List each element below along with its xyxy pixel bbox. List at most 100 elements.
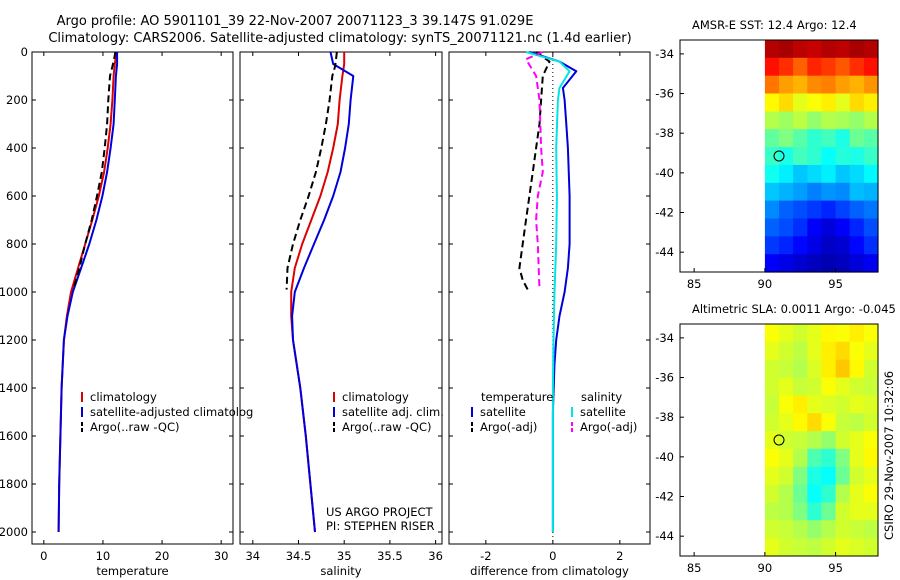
sst-map-heatmap-cell bbox=[863, 93, 879, 112]
sst-map-heatmap-cell bbox=[835, 57, 851, 77]
sla-map-heatmap-cell bbox=[849, 359, 865, 379]
sla-map-heatmap-cell bbox=[835, 538, 851, 557]
sst-map-heatmap-cell bbox=[779, 182, 794, 202]
sst-map-heatmap-cell bbox=[793, 164, 808, 184]
sst-map-heatmap-cell bbox=[779, 75, 794, 95]
sla-map-heatmap-cell bbox=[849, 538, 865, 557]
sla-map-heatmap-cell bbox=[779, 359, 794, 379]
sla-map-heatmap-cell bbox=[807, 466, 822, 486]
sla-map-argo-location-marker bbox=[773, 434, 785, 446]
sst-map-ytick-label: -34 bbox=[655, 47, 674, 61]
sla-map-heatmap-cell bbox=[821, 538, 837, 557]
sst-map-heatmap-cell bbox=[835, 254, 851, 273]
sla-map-heatmap-cell bbox=[835, 413, 851, 432]
sst-map-heatmap-cell bbox=[863, 147, 879, 166]
sst-map-heatmap-cell bbox=[793, 93, 808, 112]
sla-map-ytick-label: -44 bbox=[655, 529, 674, 543]
temperature-legend-label: climatology bbox=[90, 390, 157, 404]
sla-map-heatmap-cell bbox=[821, 377, 837, 396]
sla-map-heatmap-cell bbox=[807, 395, 822, 414]
salinity-legend-label: Argo(..raw -QC) bbox=[342, 420, 432, 434]
sst-map-heatmap-cell bbox=[863, 111, 879, 130]
sla-map-heatmap-cell bbox=[793, 359, 808, 379]
salinity-xtick-label: 35 bbox=[337, 549, 352, 563]
salinity-xtick-label: 35.5 bbox=[377, 549, 403, 563]
difference-xtick-label: -2 bbox=[480, 549, 491, 563]
sst-map-ytick-label: -44 bbox=[655, 245, 674, 259]
sst-map-heatmap-cell bbox=[764, 182, 780, 202]
sst-map-heatmap-cell bbox=[849, 147, 865, 166]
sst-map-argo-location-marker bbox=[773, 150, 785, 162]
sst-map-heatmap-cell bbox=[793, 218, 808, 237]
sla-map-heatmap-cell bbox=[835, 341, 851, 361]
sla-map-heatmap-cell bbox=[793, 324, 808, 343]
temperature-ytick-label: 600 bbox=[6, 189, 28, 203]
figure-title-line1: Argo profile: AO 5901101_39 22-Nov-2007 … bbox=[57, 14, 534, 29]
sla-map-heatmap-cell bbox=[821, 395, 837, 414]
sla-map-heatmap-cell bbox=[807, 324, 822, 343]
sla-map-heatmap-cell bbox=[764, 484, 780, 503]
temperature-series-satellite-adjusted-climatolog bbox=[57, 52, 119, 533]
temperature-legend-label: Argo(..raw -QC) bbox=[90, 420, 180, 434]
sla-map-heatmap-cell bbox=[835, 448, 851, 468]
sla-map-heatmap-cell bbox=[764, 341, 780, 361]
sst-map-heatmap-cell bbox=[849, 200, 865, 219]
sla-map-heatmap-cell bbox=[835, 502, 851, 521]
sst-map-heatmap-cell bbox=[835, 40, 851, 59]
sla-map-heatmap-cell bbox=[764, 466, 780, 486]
salinity-legend-label: satellite adj. clim. bbox=[342, 405, 444, 419]
sla-map-heatmap-cell bbox=[835, 520, 851, 539]
sst-map-heatmap-cell bbox=[807, 129, 822, 148]
sst-map-xtick-label: 95 bbox=[828, 277, 843, 291]
sla-map-heatmap-cell bbox=[863, 448, 879, 468]
sla-map-heatmap-cell bbox=[793, 520, 808, 539]
difference-legend-label: Argo(-adj) bbox=[480, 420, 537, 434]
sla-map-heatmap-cell bbox=[764, 520, 780, 539]
sla-map-heatmap-cell bbox=[807, 484, 822, 503]
credit-line2: PI: STEPHEN RISER bbox=[326, 519, 435, 533]
sst-map-heatmap-cell bbox=[863, 254, 879, 273]
sla-map-heatmap-cell bbox=[807, 359, 822, 379]
temperature-ytick-label: 1400 bbox=[0, 381, 28, 395]
sst-map-heatmap-cell bbox=[779, 254, 794, 273]
sla-map-heatmap-cell bbox=[835, 377, 851, 396]
sst-map-heatmap-cell bbox=[807, 40, 822, 59]
temperature-ytick-label: 1600 bbox=[0, 429, 28, 443]
sst-map-heatmap-cell bbox=[821, 200, 837, 219]
sst-map-heatmap-cell bbox=[849, 218, 865, 237]
sla-map-heatmap-cell bbox=[863, 538, 879, 557]
sst-map-heatmap-cell bbox=[764, 93, 780, 112]
sst-map-heatmap-cell bbox=[807, 147, 822, 166]
sla-map-heatmap-cell bbox=[793, 395, 808, 414]
sst-map-heatmap-cell bbox=[863, 182, 879, 202]
sla-map-heatmap-cell bbox=[793, 484, 808, 503]
sst-map-heatmap-cell bbox=[849, 40, 865, 59]
sla-map-axes-frame bbox=[679, 323, 879, 557]
sst-map-ytick-label: -42 bbox=[655, 206, 674, 220]
sst-map-heatmap-cell bbox=[764, 236, 780, 255]
sst-map-heatmap-cell bbox=[821, 254, 837, 273]
sla-map-heatmap-cell bbox=[849, 395, 865, 414]
difference-series-salinity-argo-adj- bbox=[525, 51, 544, 290]
sla-map-ytick-label: -42 bbox=[655, 490, 674, 504]
sla-map-heatmap-cell bbox=[863, 341, 879, 361]
sla-map-heatmap-cell bbox=[863, 324, 879, 343]
sst-map-heatmap-cell bbox=[807, 182, 822, 202]
sla-map-heatmap-cell bbox=[793, 341, 808, 361]
sla-map-heatmap-cell bbox=[807, 538, 822, 557]
salinity-legend-label: climatology bbox=[342, 390, 409, 404]
temperature-xtick-label: 20 bbox=[155, 549, 170, 563]
sst-map-heatmap-cell bbox=[779, 93, 794, 112]
sst-map-heatmap-cell bbox=[849, 75, 865, 95]
timestamp-side-label: CSIRO 29-Nov-2007 10:32:06 bbox=[882, 371, 896, 540]
sla-map-heatmap-cell bbox=[849, 413, 865, 432]
sla-map-heatmap-cell bbox=[807, 502, 822, 521]
sst-map-heatmap-cell bbox=[849, 111, 865, 130]
temperature-ytick-label: 1800 bbox=[0, 477, 28, 491]
sla-map-heatmap-cell bbox=[863, 484, 879, 503]
sla-map-heatmap-cell bbox=[779, 448, 794, 468]
sst-map-heatmap-cell bbox=[779, 40, 794, 59]
sla-map-heatmap-cell bbox=[793, 448, 808, 468]
sla-map-heatmap-cell bbox=[835, 466, 851, 486]
sst-map-heatmap-cell bbox=[764, 75, 780, 95]
